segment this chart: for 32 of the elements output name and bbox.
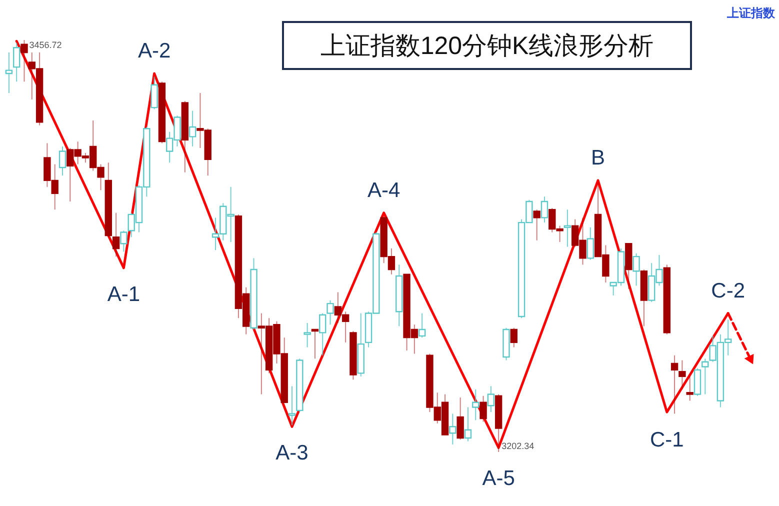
annotation: 3202.34 bbox=[502, 441, 534, 452]
annotation: A-3 bbox=[276, 442, 308, 465]
candlestick bbox=[464, 406, 472, 442]
candlestick bbox=[540, 196, 548, 224]
annotation: A-1 bbox=[107, 282, 140, 306]
annotation: 3456.72 bbox=[29, 40, 62, 50]
text: 上证指数 bbox=[726, 6, 776, 20]
candlestick bbox=[150, 76, 158, 110]
annotation: A-2 bbox=[138, 40, 171, 63]
candlestick bbox=[586, 226, 594, 260]
candlestick bbox=[449, 413, 456, 445]
candlestick bbox=[702, 358, 709, 395]
annotation: A-4 bbox=[367, 178, 400, 202]
annotation: C-1 bbox=[650, 428, 684, 452]
candlestick bbox=[304, 322, 311, 348]
candlestick bbox=[564, 209, 572, 248]
candlestick bbox=[288, 386, 296, 426]
candlestick bbox=[418, 312, 426, 338]
candlestick bbox=[13, 42, 20, 82]
candlestick bbox=[472, 388, 480, 421]
annotation: C-2 bbox=[711, 279, 746, 302]
candlestick bbox=[326, 300, 334, 326]
candlestick bbox=[58, 146, 66, 176]
annotation: A-5 bbox=[482, 467, 515, 490]
candlestick bbox=[632, 252, 640, 286]
candlestick bbox=[188, 110, 196, 147]
candlestick bbox=[5, 52, 13, 94]
candlestick bbox=[487, 386, 495, 413]
chart-title: 上证指数120分钟K线浪形分析 bbox=[320, 32, 654, 60]
candlestick bbox=[120, 230, 128, 252]
candlestick bbox=[319, 312, 326, 356]
annotation: B bbox=[591, 146, 606, 170]
